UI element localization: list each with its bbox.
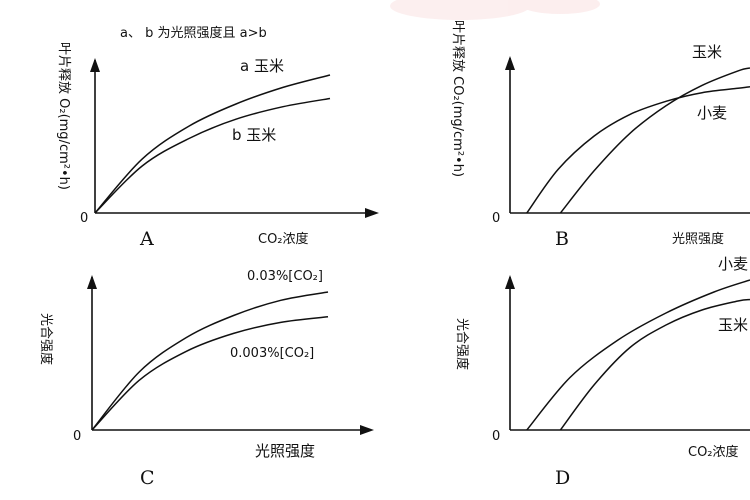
panel-d-origin: 0	[492, 429, 500, 444]
panel-c-ylabel: 光合强度	[38, 313, 54, 365]
panel-d-series-wheat	[526, 279, 750, 431]
panel-a: a、 b 为光照强度且 a>b 0 叶片释放 O₂(mg/cm²•h) CO₂浓…	[56, 25, 379, 250]
panel-d-series-corn-label: 玉米	[718, 316, 748, 334]
panel-c-series-high	[91, 291, 329, 431]
panel-b-origin: 0	[492, 211, 500, 226]
panel-c-series-low	[91, 316, 329, 431]
panel-d-xlabel: CO₂浓度	[688, 444, 739, 460]
panel-d-axes	[509, 277, 750, 431]
panel-b-series-corn-label: 玉米	[692, 43, 722, 61]
panel-d-series-corn	[559, 298, 750, 431]
panel-a-y-arrow	[90, 58, 100, 72]
panel-b-series-corn	[559, 67, 750, 214]
panel-a-series-b-label: b 玉米	[232, 126, 276, 144]
panel-c-axes	[91, 277, 370, 431]
panel-a-ylabel: 叶片释放 O₂(mg/cm²•h)	[56, 42, 71, 190]
panel-a-letter: A	[139, 228, 154, 250]
panel-a-annotation: a、 b 为光照强度且 a>b	[120, 25, 267, 41]
panel-c-x-arrow	[360, 425, 374, 435]
panel-b: 0 叶片释放 CO₂(mg/cm²•h) 光照强度 B 玉米 小麦	[450, 20, 750, 250]
panel-c-letter: C	[140, 467, 155, 489]
panel-b-series-wheat	[526, 86, 750, 214]
panel-c-series-low-label: 0.003%[CO₂]	[230, 346, 314, 361]
panel-a-axes	[94, 60, 375, 214]
panel-d-series-wheat-label: 小麦	[718, 255, 748, 273]
panel-c-series-high-label: 0.03%[CO₂]	[247, 269, 323, 284]
panel-d-ylabel: 光合强度	[454, 318, 470, 370]
panel-a-origin: 0	[80, 211, 88, 226]
panel-b-series-wheat-label: 小麦	[697, 104, 727, 122]
panel-a-x-arrow	[365, 208, 379, 218]
faint-watermark	[390, 0, 600, 20]
panel-a-series-a-label: a 玉米	[240, 57, 284, 75]
panel-a-series-b	[94, 97, 331, 214]
panel-c: 0 光合强度 光照强度 C 0.03%[CO₂] 0.003%[CO₂]	[38, 269, 374, 489]
panel-b-xlabel: 光照强度	[672, 231, 724, 247]
panel-c-y-arrow	[87, 275, 97, 289]
panel-b-ylabel: 叶片释放 CO₂(mg/cm²•h)	[450, 20, 465, 177]
panel-b-y-arrow	[505, 56, 515, 70]
panel-a-series-a	[94, 74, 331, 214]
panel-b-letter: B	[555, 228, 569, 250]
panel-d: 0 光合强度 CO₂浓度 D 小麦 玉米	[454, 255, 750, 489]
panel-c-xlabel: 光照强度	[255, 442, 315, 460]
panel-a-xlabel: CO₂浓度	[258, 231, 309, 247]
panel-c-origin: 0	[73, 429, 81, 444]
panel-b-axes	[509, 58, 750, 214]
panel-d-letter: D	[555, 467, 570, 489]
panel-d-y-arrow	[505, 275, 515, 289]
